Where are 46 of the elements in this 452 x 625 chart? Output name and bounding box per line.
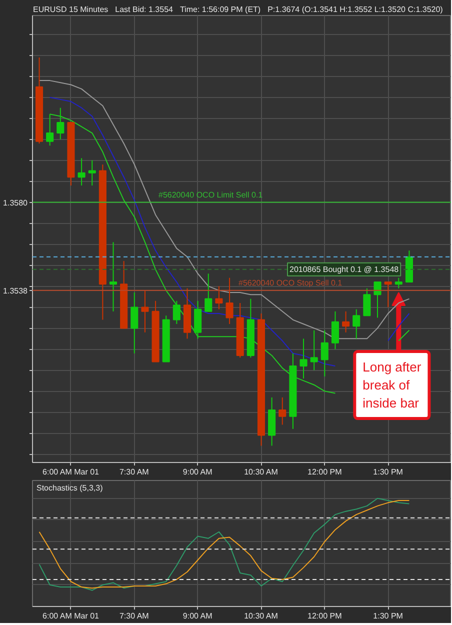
candlestick bbox=[363, 288, 371, 316]
chart-title: EURUSD 15 Minutes bbox=[33, 5, 108, 14]
candlestick bbox=[352, 308, 360, 340]
candlestick bbox=[172, 300, 180, 324]
x-tick-label: 7:30 AM bbox=[120, 468, 150, 476]
x-tick-label: 10:30 AM bbox=[244, 612, 278, 620]
ref-line-label: 2010865 Bought 0.1 @ 1.3548 bbox=[290, 264, 400, 274]
candlestick bbox=[141, 290, 149, 333]
y-tick-label: 1.3580 bbox=[3, 198, 28, 208]
text: Last Bid: 1.3554 bbox=[115, 5, 173, 14]
candlestick bbox=[278, 396, 286, 426]
candlestick bbox=[394, 277, 402, 289]
candlestick bbox=[194, 300, 202, 340]
candlestick bbox=[310, 330, 318, 371]
candlestick bbox=[300, 338, 308, 380]
candlestick bbox=[88, 160, 96, 186]
candlestick bbox=[320, 330, 328, 377]
x-tick-label: 9:00 AM bbox=[182, 468, 213, 476]
x-tick-label: 1:30 PM bbox=[373, 612, 404, 620]
candlestick bbox=[78, 158, 86, 186]
x-tick-label: 6:00 AM Mar 01 bbox=[42, 468, 100, 476]
candlestick bbox=[215, 286, 223, 310]
candlestick bbox=[109, 242, 118, 312]
candlestick bbox=[342, 310, 350, 333]
candlestick bbox=[331, 310, 340, 350]
candlestick bbox=[46, 114, 54, 146]
x-tick-label: 9:00 AM bbox=[182, 612, 213, 620]
y-tick-label: 1.3538 bbox=[3, 286, 28, 296]
x-tick-label: 12:00 PM bbox=[308, 612, 342, 620]
candlestick bbox=[56, 107, 64, 140]
ref-line-label: #5620040 OCO Stop Sell 0.1 bbox=[238, 278, 343, 288]
text: Time: 1:56:09 PM (ET) bbox=[180, 5, 261, 14]
candlestick bbox=[374, 282, 382, 318]
text: P:1.3674 (O:1.3541 H:1.3552 L:1.3520 C:1.3520) bbox=[268, 5, 443, 14]
x-tick-label: 12:00 PM bbox=[308, 468, 342, 476]
candlestick bbox=[204, 273, 212, 312]
x-tick-label: 7:30 AM bbox=[120, 612, 150, 620]
chart-title: Stochastics (5,3,3) bbox=[36, 484, 104, 492]
candlestick bbox=[226, 277, 234, 324]
x-tick-label: 6:00 AM Mar 01 bbox=[42, 612, 100, 620]
candlestick bbox=[384, 282, 392, 308]
x-tick-label: 10:30 AM bbox=[244, 468, 278, 476]
ref-line-label: #5620040 OCO Limit Sell 0.1 bbox=[158, 190, 264, 200]
candlestick bbox=[130, 292, 138, 354]
x-tick-label: 1:30 PM bbox=[373, 468, 404, 476]
annotation: Long after break of inside bar bbox=[362, 360, 422, 411]
